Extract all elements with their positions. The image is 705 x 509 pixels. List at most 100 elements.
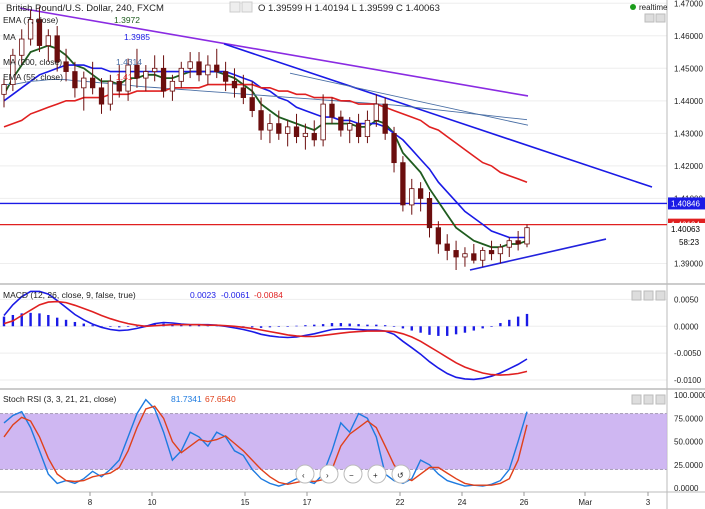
- macd-histogram-bar: [29, 312, 32, 327]
- candle-body: [107, 80, 114, 105]
- macd-histogram-bar: [135, 326, 139, 327]
- macd-histogram-bar: [454, 326, 458, 335]
- candle: [10, 48, 16, 92]
- time-axis-tick: 8: [88, 498, 93, 507]
- zoom-out-icon[interactable]: [343, 464, 363, 484]
- ema55-label[interactable]: EMA (55, close): [3, 72, 63, 82]
- nav-next-icon[interactable]: [319, 464, 339, 484]
- arrow-up-icon[interactable]: [631, 290, 642, 301]
- stoch-d-value: 67.6540: [205, 394, 236, 404]
- macd-histogram-bar: [55, 317, 59, 327]
- candle-body: [19, 38, 25, 56]
- stoch-k-value: 81.7341: [171, 394, 202, 404]
- time-axis-tick: 3: [646, 498, 651, 507]
- macd-histogram-bar: [295, 325, 298, 327]
- stoch-label[interactable]: Stoch RSI (3, 3, 21, 21, close): [3, 394, 117, 404]
- macd-label[interactable]: MACD (12, 26, close, 9, false, true): [3, 290, 136, 300]
- candle: [160, 55, 167, 98]
- ma200-label[interactable]: MA (200, close): [3, 57, 62, 67]
- candle-body: [409, 188, 415, 206]
- price-pane[interactable]: [0, 6, 667, 271]
- arrow-down-icon[interactable]: [643, 394, 654, 405]
- candle-body: [506, 240, 512, 248]
- candle-body: [355, 123, 362, 138]
- arrow-down-icon[interactable]: [655, 13, 666, 23]
- candle-body: [515, 240, 521, 245]
- ema7-label[interactable]: EMA (7, close): [3, 15, 58, 25]
- candle-body: [417, 188, 424, 199]
- price-axis-tick: 1.44000: [674, 97, 703, 106]
- realtime-dot: [630, 4, 636, 10]
- time-axis-tick: Mar: [578, 498, 592, 507]
- resistance-price-badge: 1.40846: [671, 199, 700, 208]
- candle: [178, 61, 184, 88]
- candle: [320, 94, 326, 147]
- candle: [426, 191, 433, 238]
- candle-body: [311, 132, 317, 141]
- macd-histogram-bar: [481, 326, 484, 329]
- candle: [435, 221, 442, 254]
- price-axis-tick: 1.47000: [674, 0, 703, 8]
- symbol-title[interactable]: British Pound/U.S. Dollar, 240, FXCM: [6, 3, 164, 14]
- reset-icon[interactable]: [391, 464, 411, 484]
- candle: [143, 65, 149, 92]
- nav-prev-icon[interactable]: [295, 464, 315, 484]
- eye-icon[interactable]: [229, 1, 241, 13]
- time-axis-tick: 10: [148, 498, 157, 507]
- arrow-up-icon[interactable]: [631, 394, 642, 405]
- series-line-1: [3, 64, 527, 239]
- macd-histogram-bar: [20, 313, 23, 327]
- candle-body: [143, 71, 149, 79]
- candle: [27, 9, 34, 46]
- price-axis-tick: 1.39000: [674, 259, 703, 268]
- candle-body: [320, 103, 326, 141]
- candle: [364, 110, 371, 144]
- time-axis-tick: 26: [520, 498, 529, 507]
- close-icon[interactable]: [655, 394, 666, 405]
- candle-body: [471, 253, 477, 261]
- ema7-value: 1.3972: [114, 15, 140, 25]
- zoom-in-icon[interactable]: [367, 464, 387, 484]
- macd-histogram-bar: [508, 319, 511, 327]
- ma200-value: 1.4314: [116, 57, 142, 67]
- gear-icon[interactable]: [241, 1, 253, 13]
- candle-body: [134, 64, 140, 79]
- candle-body: [240, 87, 246, 98]
- candle: [497, 243, 504, 264]
- ma-label[interactable]: MA: [3, 32, 16, 42]
- macd-histogram-bar: [47, 314, 50, 327]
- time-axis-tick: 17: [303, 498, 312, 507]
- candle-body: [249, 97, 255, 111]
- stoch-pane[interactable]: [3, 398, 528, 487]
- macd-histogram-bar: [259, 326, 263, 328]
- svg-text:›: ›: [326, 471, 329, 480]
- macd-histogram-bar: [82, 323, 85, 327]
- candle-body: [27, 19, 34, 40]
- candle-body: [152, 67, 158, 72]
- arrow-up-icon[interactable]: [644, 13, 655, 23]
- macd-signal-line: [3, 300, 528, 376]
- macd-value-signal: -0.0084: [254, 290, 283, 300]
- chart-navigation[interactable]: ‹ › − + ↺: [295, 464, 411, 484]
- current-price-badge-bg: [668, 223, 705, 236]
- stoch-axis-tick: 25.0000: [674, 461, 703, 470]
- candle: [355, 113, 362, 144]
- price-axis-tick: 1.42000: [674, 162, 703, 171]
- macd-pane[interactable]: [2, 290, 529, 381]
- macd-line: [3, 290, 528, 381]
- close-icon[interactable]: [655, 290, 666, 301]
- candle-body: [329, 103, 335, 118]
- candle-body: [196, 61, 202, 76]
- timer-bg: [676, 236, 705, 249]
- macd-histogram-bar: [419, 326, 422, 333]
- svg-text:‹: ‹: [302, 471, 305, 480]
- candle-body: [160, 67, 167, 92]
- header-tools[interactable]: [229, 1, 253, 13]
- macd-histogram-bar: [286, 326, 289, 327]
- svg-text:+: +: [373, 471, 378, 480]
- stoch-series-line: [3, 405, 528, 486]
- arrow-down-icon[interactable]: [643, 290, 654, 301]
- candle: [480, 247, 486, 267]
